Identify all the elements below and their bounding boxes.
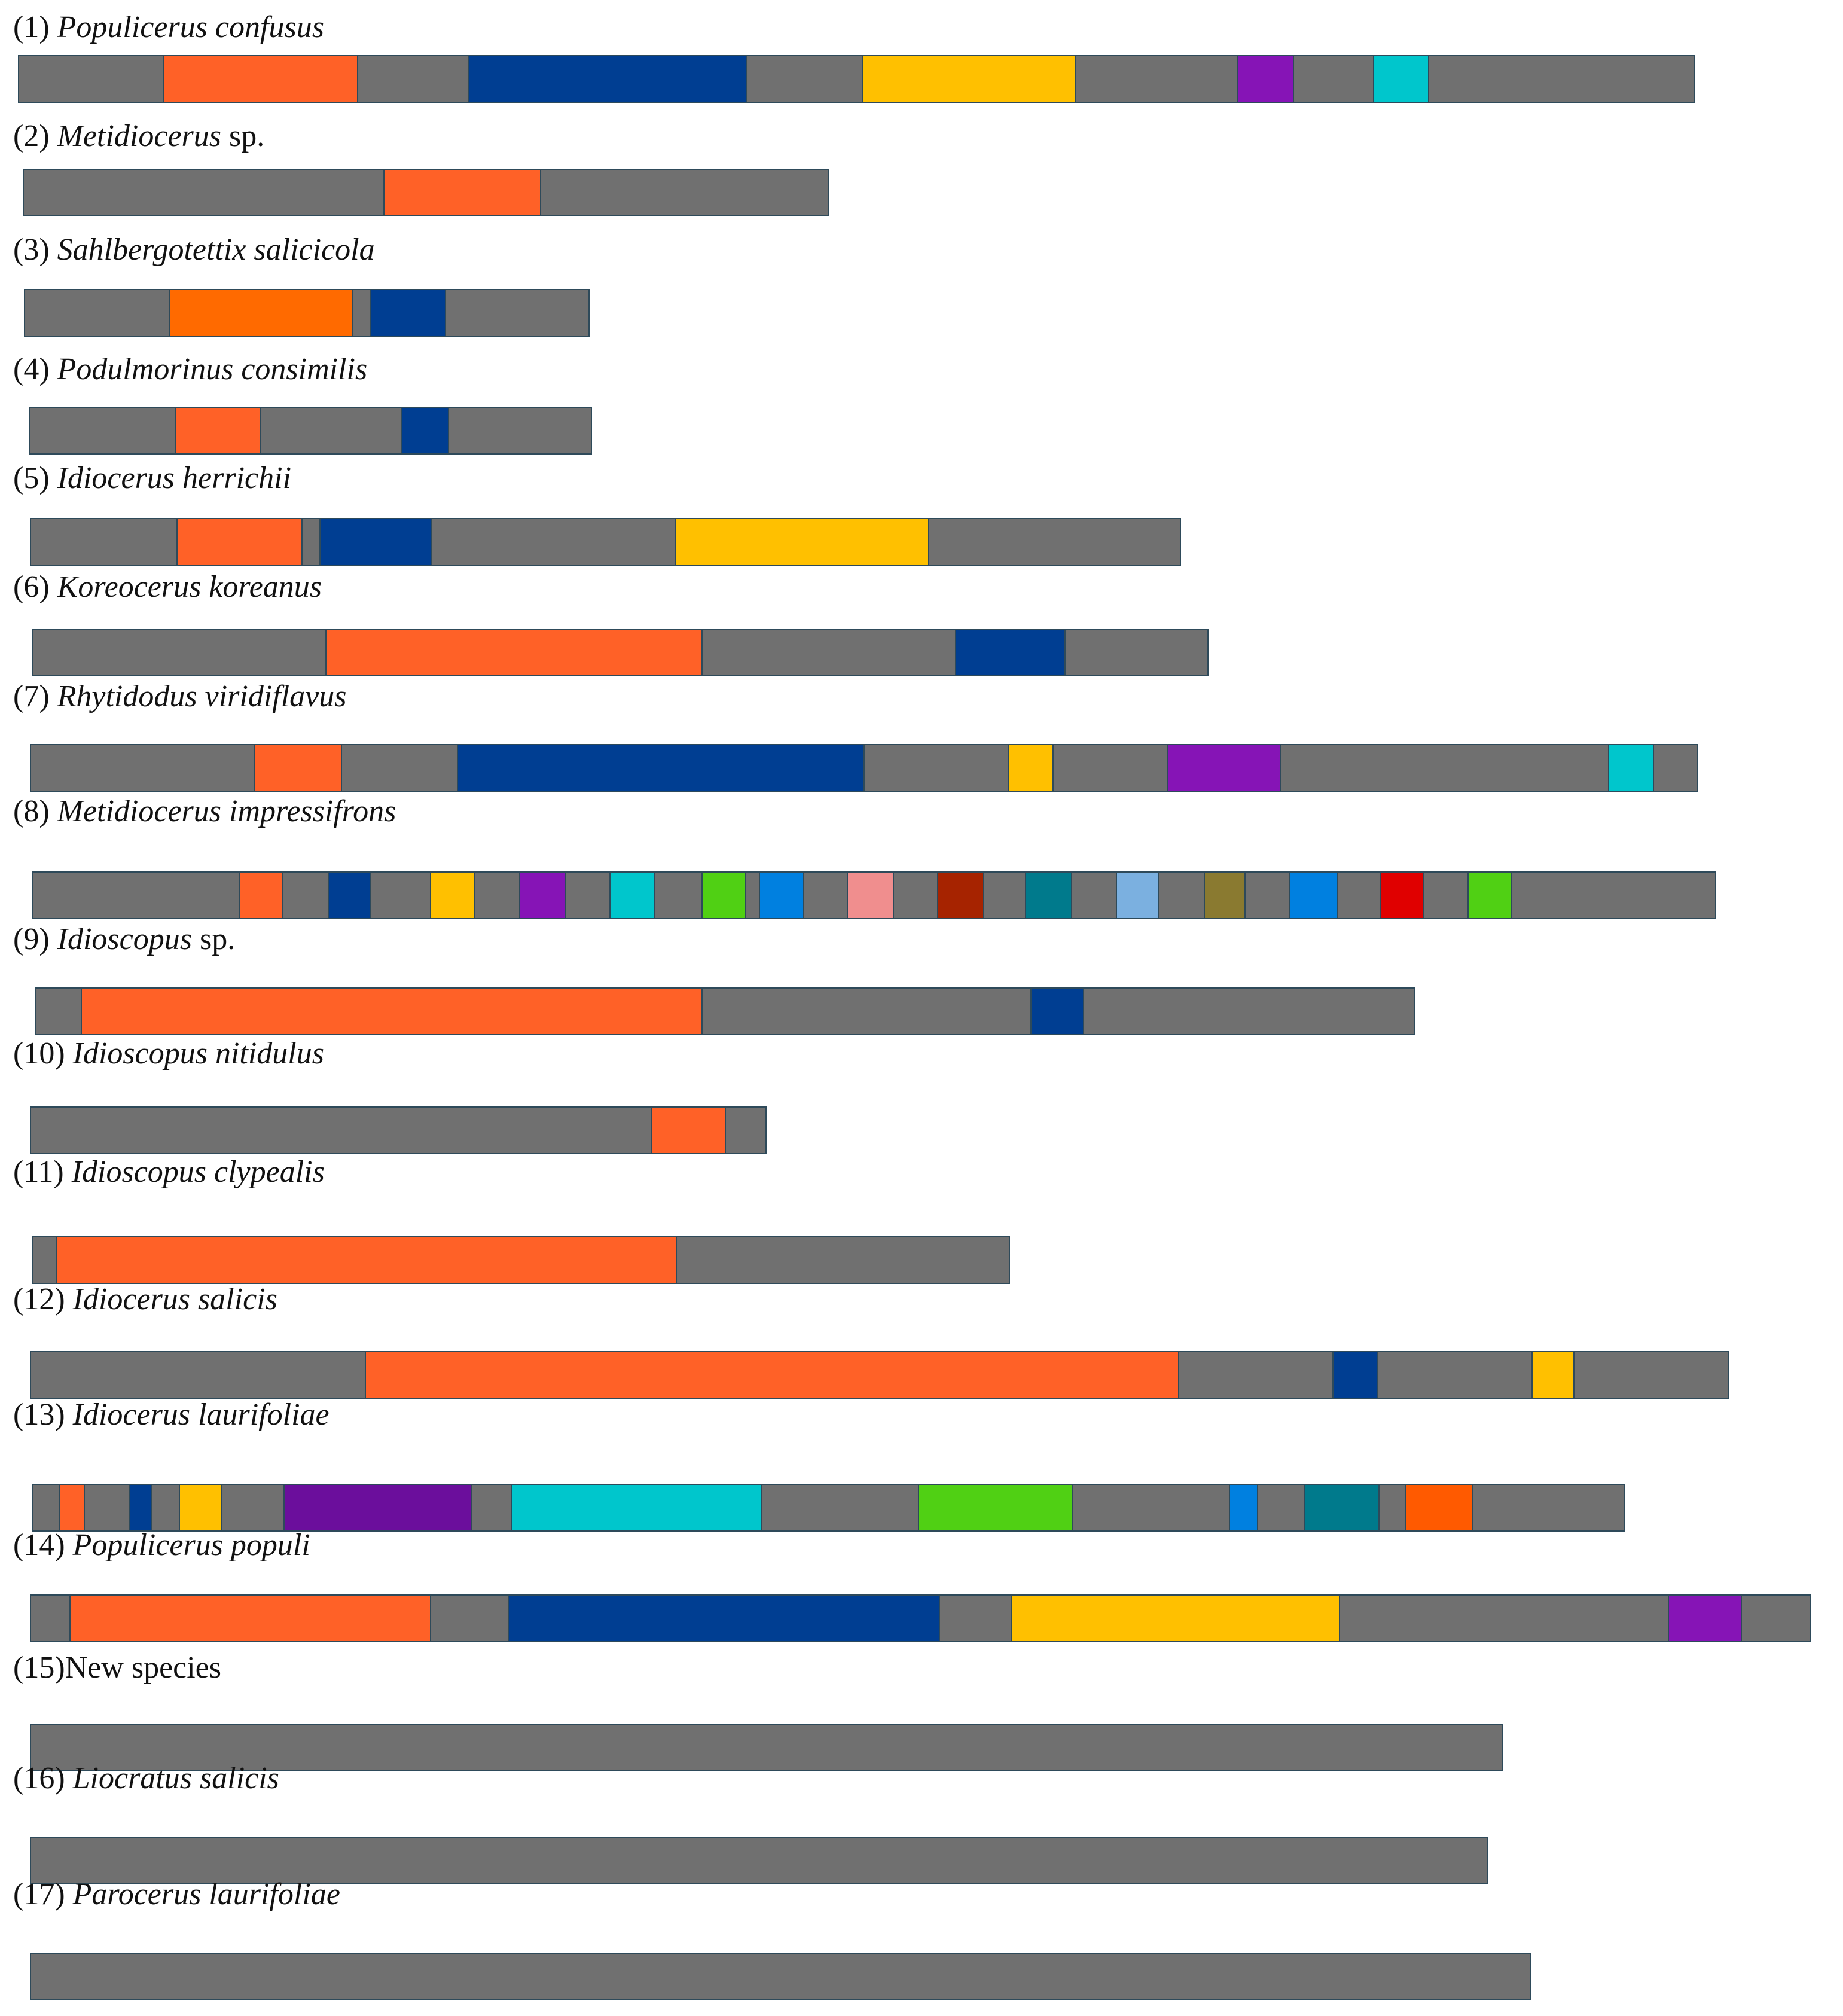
species-label-5: (5) Idiocerus herrichii — [13, 461, 292, 495]
gene-segment-14-1 — [69, 1596, 431, 1641]
gene-segment-13-3 — [179, 1485, 222, 1530]
species-label-3: (3) Sahlbergotettix salicicola — [13, 233, 375, 267]
species-label-2: (2) Metidiocerus sp. — [13, 119, 265, 153]
gene-segment-8-15 — [1467, 873, 1512, 918]
species-label-6: (6) Koreocerus koreanus — [13, 570, 322, 604]
species-label-8: (8) Metidiocerus impressifrons — [13, 794, 396, 828]
sequence-bar-1 — [18, 55, 1695, 103]
sequence-bar-6 — [32, 629, 1209, 676]
gene-segment-11-1 — [56, 1237, 677, 1283]
gene-segment-8-10 — [1025, 873, 1072, 918]
sequence-bar-8 — [32, 871, 1716, 919]
gene-segment-8-3 — [430, 873, 475, 918]
gene-segment-8-2 — [328, 873, 371, 918]
species-label-12: (12) Idiocerus salicis — [13, 1282, 277, 1316]
gene-segment-9-2 — [1030, 989, 1084, 1034]
sequence-bar-2 — [23, 169, 829, 216]
gene-segment-3-2 — [370, 290, 446, 336]
gene-segment-7-5 — [1608, 745, 1654, 791]
gene-segment-13-2 — [129, 1485, 152, 1530]
sequence-bar-12 — [30, 1351, 1729, 1399]
species-label-17: (17) Parocerus laurifoliae — [13, 1877, 340, 1911]
gene-segment-8-9 — [937, 873, 984, 918]
gene-segment-7-3 — [1008, 745, 1054, 791]
sequence-bar-14 — [30, 1594, 1811, 1642]
species-label-14: (14) Populicerus populi — [13, 1528, 310, 1562]
gene-segment-12-3 — [1531, 1352, 1575, 1398]
gene-segment-13-1 — [59, 1485, 85, 1530]
gene-segment-8-5 — [609, 873, 655, 918]
sequence-bar-16 — [30, 1837, 1488, 1884]
gene-segment-8-6 — [701, 873, 746, 918]
gene-segment-4-2 — [401, 408, 449, 453]
gene-segment-13-4 — [283, 1485, 472, 1530]
gene-segment-14-3 — [1011, 1596, 1340, 1641]
species-label-7: (7) Rhytidodus viridiflavus — [13, 679, 347, 713]
gene-segment-10-1 — [651, 1108, 726, 1153]
species-label-13: (13) Idiocerus laurifoliae — [13, 1398, 329, 1432]
gene-segment-1-4 — [1237, 56, 1294, 102]
sequence-bar-9 — [35, 987, 1415, 1035]
gene-segment-8-14 — [1380, 873, 1424, 918]
gene-segment-2-1 — [383, 170, 541, 215]
sequence-bar-15 — [30, 1724, 1503, 1771]
gene-segment-7-1 — [254, 745, 342, 791]
species-label-10: (10) Idioscopus nitidulus — [13, 1036, 324, 1070]
sequence-bar-10 — [30, 1106, 767, 1154]
gene-segment-6-2 — [955, 630, 1066, 675]
gene-segment-6-1 — [325, 630, 703, 675]
gene-segment-8-7 — [759, 873, 804, 918]
sequence-bar-5 — [30, 518, 1181, 566]
sequence-bar-4 — [29, 407, 592, 455]
gene-segment-4-1 — [175, 408, 261, 453]
gene-segment-1-5 — [1373, 56, 1429, 102]
species-label-9: (9) Idioscopus sp. — [13, 922, 236, 956]
sequence-bar-3 — [24, 289, 590, 337]
species-label-1: (1) Populicerus confusus — [13, 10, 324, 44]
sequence-bar-7 — [30, 744, 1698, 792]
gene-segment-12-2 — [1332, 1352, 1378, 1398]
gene-segment-8-4 — [519, 873, 566, 918]
gene-segment-7-2 — [457, 745, 865, 791]
gene-segment-14-2 — [508, 1596, 940, 1641]
gene-segment-8-12 — [1204, 873, 1246, 918]
gene-segment-8-13 — [1289, 873, 1338, 918]
gene-segment-13-9 — [1405, 1485, 1473, 1530]
species-label-15: (15)New species — [13, 1651, 221, 1685]
gene-segment-1-3 — [862, 56, 1076, 102]
gene-segment-5-1 — [176, 519, 303, 565]
gene-segment-9-1 — [81, 989, 703, 1034]
gene-segment-14-4 — [1668, 1596, 1742, 1641]
gene-segment-13-7 — [1229, 1485, 1258, 1530]
species-label-11: (11) Idioscopus clypealis — [13, 1155, 325, 1189]
gene-segment-7-4 — [1167, 745, 1281, 791]
gene-segment-1-1 — [163, 56, 358, 102]
gene-segment-5-3 — [675, 519, 929, 565]
gene-segment-13-5 — [511, 1485, 762, 1530]
species-label-16: (16) Liocratus salicis — [13, 1761, 279, 1795]
gene-segment-5-2 — [319, 519, 432, 565]
gene-segment-8-1 — [239, 873, 283, 918]
gene-segment-3-1 — [169, 290, 353, 336]
sequence-bar-11 — [32, 1236, 1010, 1284]
gene-segment-12-1 — [365, 1352, 1179, 1398]
sequence-bar-13 — [32, 1484, 1625, 1532]
gene-segment-13-6 — [918, 1485, 1073, 1530]
sequence-bar-17 — [30, 1953, 1531, 2000]
gene-segment-13-8 — [1304, 1485, 1380, 1530]
gene-segment-8-11 — [1116, 873, 1159, 918]
gene-segment-8-8 — [847, 873, 894, 918]
species-label-4: (4) Podulmorinus consimilis — [13, 352, 368, 386]
gene-segment-1-2 — [468, 56, 747, 102]
